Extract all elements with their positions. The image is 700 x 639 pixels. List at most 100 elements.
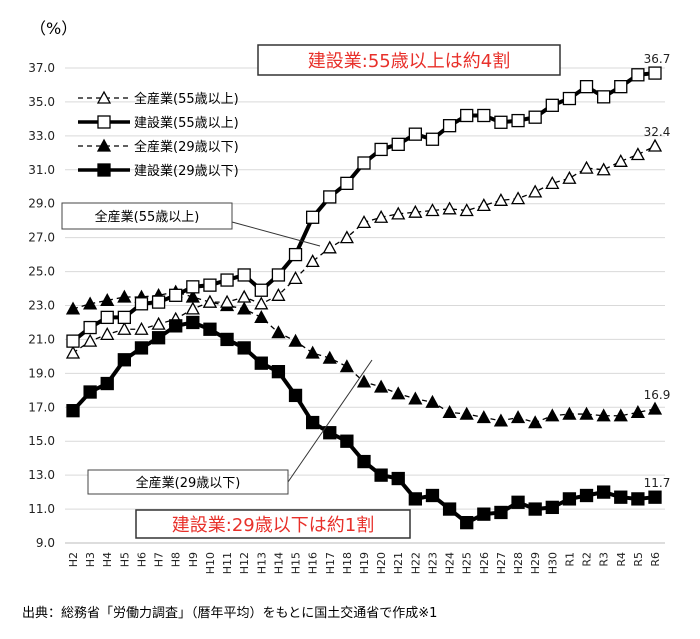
data-point	[340, 176, 354, 191]
legend-item: 全産業(55歳以上)	[78, 90, 239, 107]
y-tick-label: 23.0	[28, 299, 55, 313]
data-point	[357, 156, 371, 170]
data-point	[442, 405, 457, 419]
data-point	[510, 191, 526, 205]
x-tick-label: H29	[529, 552, 542, 574]
data-point	[254, 356, 268, 370]
data-point	[254, 283, 268, 297]
data-point	[442, 119, 457, 133]
data-point	[254, 310, 269, 324]
x-tick-label: H15	[290, 552, 303, 574]
data-point	[117, 310, 132, 325]
x-tick-label: H13	[255, 552, 268, 574]
data-point	[647, 138, 663, 152]
series-line	[72, 291, 656, 424]
data-point	[117, 321, 132, 335]
data-point	[408, 492, 423, 506]
data-point	[288, 388, 303, 403]
x-tick-label: H7	[153, 552, 166, 567]
y-tick-label: 13.0	[28, 468, 55, 482]
x-tick-label: H12	[238, 552, 251, 574]
data-point	[305, 254, 320, 268]
series-3: 11.7	[66, 315, 670, 530]
data-point	[134, 297, 149, 311]
callout-leader-29-all	[287, 359, 373, 483]
data-point	[65, 301, 81, 315]
data-point	[374, 209, 389, 223]
data-point	[271, 268, 286, 282]
data-point	[323, 426, 337, 440]
data-point	[614, 490, 628, 504]
data-point	[288, 333, 303, 347]
data-point	[237, 341, 251, 355]
data-point	[493, 192, 509, 206]
data-point	[339, 230, 354, 244]
data-point	[83, 296, 98, 310]
data-point	[339, 359, 354, 373]
data-point	[579, 160, 594, 174]
data-point	[460, 515, 474, 530]
data-point	[186, 280, 200, 294]
data-point	[579, 406, 594, 420]
data-point	[151, 316, 166, 330]
x-tick-label: H18	[341, 552, 354, 574]
source-note: 出典：総務省「労働力調査」（暦年平均）をもとに国土交通省で作成※1	[22, 605, 437, 621]
x-tick-label: H5	[118, 552, 131, 567]
legend-label: 建設業(55歳以上)	[134, 115, 239, 131]
headline-29: 建設業:29歳以下は約1割	[172, 515, 374, 536]
y-tick-label: 37.0	[28, 61, 55, 75]
y-tick-label: 17.0	[28, 400, 55, 414]
data-point	[340, 434, 354, 448]
legend-item: 建設業(29歳以下)	[78, 163, 239, 179]
data-point	[596, 162, 611, 176]
x-tick-label: R4	[615, 552, 628, 567]
end-data-label: 36.7	[644, 52, 671, 66]
data-point	[322, 350, 337, 364]
data-point	[322, 240, 337, 254]
data-point	[374, 379, 389, 393]
data-point	[65, 345, 81, 359]
data-point	[425, 394, 440, 408]
y-tick-label: 25.0	[28, 265, 55, 279]
data-point	[391, 386, 406, 400]
data-point	[545, 408, 560, 422]
y-unit-label: （%）	[30, 19, 77, 38]
data-point	[374, 142, 388, 157]
data-point	[66, 334, 80, 348]
data-point	[117, 353, 132, 367]
data-point	[323, 190, 337, 204]
x-tick-label: H2	[67, 552, 80, 567]
data-point	[83, 320, 97, 335]
data-point	[100, 293, 115, 307]
x-tick-label: H26	[478, 552, 491, 574]
data-point	[408, 391, 423, 405]
data-point	[151, 331, 166, 345]
data-point	[117, 289, 132, 303]
data-point	[545, 175, 560, 190]
data-point	[596, 485, 611, 499]
x-tick-label: H3	[84, 552, 97, 567]
data-point	[134, 341, 149, 355]
data-point	[460, 108, 474, 123]
data-point	[374, 468, 388, 482]
x-tick-label: H27	[495, 552, 508, 574]
series-1: 36.7	[66, 52, 671, 348]
x-tick-label: H24	[444, 552, 457, 574]
data-point	[288, 270, 303, 285]
headline-box-55	[257, 44, 561, 76]
data-point	[271, 325, 286, 339]
y-tick-label: 11.0	[28, 502, 55, 516]
data-point	[647, 401, 663, 415]
data-point	[169, 288, 183, 302]
data-point	[100, 310, 114, 325]
x-tick-label: R1	[563, 552, 576, 567]
data-point	[305, 345, 320, 359]
data-point	[66, 404, 80, 418]
end-data-label: 16.9	[644, 388, 671, 402]
legend-marker	[97, 115, 111, 129]
data-point	[510, 410, 526, 424]
data-point	[254, 296, 269, 310]
x-tick-label: H20	[375, 552, 388, 574]
x-tick-label: H4	[101, 552, 114, 567]
legend-label: 全産業(29歳以下)	[134, 139, 239, 155]
